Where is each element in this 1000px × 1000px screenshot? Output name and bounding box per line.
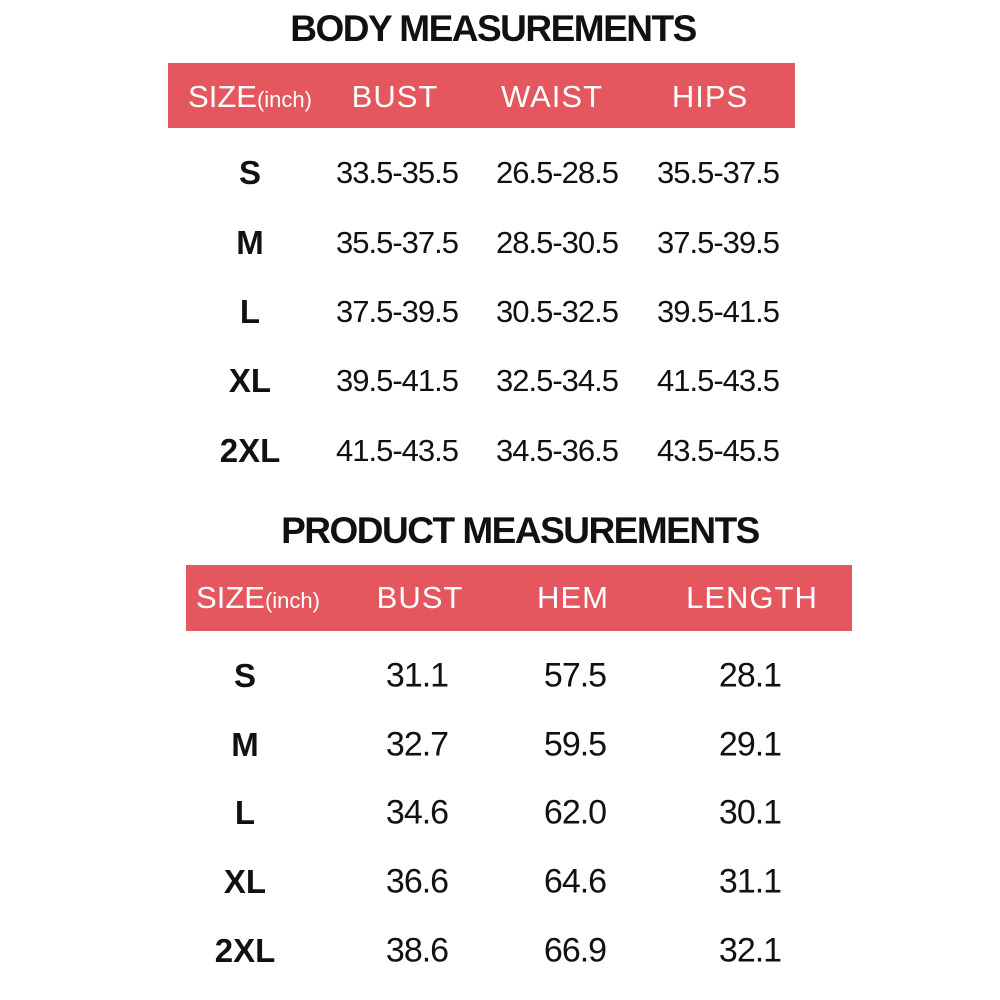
column-header: HEM bbox=[537, 580, 609, 615]
header-band bbox=[168, 63, 795, 128]
size-cell: L bbox=[239, 293, 261, 330]
size-cell: 2XL bbox=[219, 432, 281, 469]
value-cell: 32.5-34.5 bbox=[496, 363, 619, 398]
header-band bbox=[186, 565, 852, 631]
value-cell: 28.1 bbox=[718, 656, 782, 695]
value-cell: 39.5-41.5 bbox=[336, 363, 459, 398]
value-cell: 33.5-35.5 bbox=[336, 155, 459, 190]
column-header: BUST bbox=[376, 580, 464, 615]
value-cell: 41.5-43.5 bbox=[336, 433, 459, 468]
size-unit: (inch) bbox=[256, 87, 312, 112]
value-cell: 64.6 bbox=[543, 862, 607, 901]
size-cell: 2XL bbox=[214, 932, 276, 969]
value-cell: 43.5-45.5 bbox=[657, 433, 780, 468]
value-cell: 62.0 bbox=[543, 793, 607, 832]
value-cell: 29.1 bbox=[718, 725, 782, 764]
table-title: PRODUCT MEASUREMENTS bbox=[281, 510, 760, 551]
value-cell: 59.5 bbox=[543, 725, 607, 764]
table-title: BODY MEASUREMENTS bbox=[290, 8, 697, 49]
size-cell: L bbox=[234, 794, 256, 831]
value-cell: 28.5-30.5 bbox=[496, 225, 619, 260]
size-cell: S bbox=[238, 154, 262, 191]
value-cell: 31.1 bbox=[718, 862, 782, 901]
value-cell: 32.7 bbox=[385, 725, 449, 764]
column-header: HIPS bbox=[671, 79, 749, 114]
value-cell: 39.5-41.5 bbox=[657, 294, 780, 329]
value-cell: 41.5-43.5 bbox=[657, 363, 780, 398]
value-cell: 31.1 bbox=[385, 656, 449, 695]
value-cell: 35.5-37.5 bbox=[657, 155, 780, 190]
value-cell: 57.5 bbox=[543, 656, 607, 695]
size-cell: XL bbox=[228, 362, 272, 399]
value-cell: 37.5-39.5 bbox=[336, 294, 459, 329]
value-cell: 37.5-39.5 bbox=[657, 225, 780, 260]
value-cell: 66.9 bbox=[543, 931, 607, 970]
value-cell: 34.6 bbox=[385, 793, 449, 832]
value-cell: 30.1 bbox=[718, 793, 782, 832]
size-unit: (inch) bbox=[264, 588, 320, 613]
value-cell: 30.5-32.5 bbox=[496, 294, 619, 329]
size-label: SIZE bbox=[196, 580, 265, 615]
size-cell: M bbox=[236, 224, 264, 261]
column-header: WAIST bbox=[500, 79, 604, 114]
value-cell: 32.1 bbox=[718, 931, 782, 970]
value-cell: 38.6 bbox=[385, 931, 449, 970]
column-header: LENGTH bbox=[686, 580, 818, 615]
value-cell: 34.5-36.5 bbox=[496, 433, 619, 468]
value-cell: 26.5-28.5 bbox=[496, 155, 619, 190]
size-header: SIZE(inch) bbox=[188, 79, 312, 115]
size-cell: XL bbox=[223, 863, 267, 900]
value-cell: 35.5-37.5 bbox=[336, 225, 459, 260]
size-cell: S bbox=[233, 657, 257, 694]
size-label: SIZE bbox=[188, 79, 257, 114]
size-header: SIZE(inch) bbox=[196, 580, 320, 616]
size-cell: M bbox=[231, 726, 259, 763]
value-cell: 36.6 bbox=[385, 862, 449, 901]
column-header: BUST bbox=[351, 79, 439, 114]
